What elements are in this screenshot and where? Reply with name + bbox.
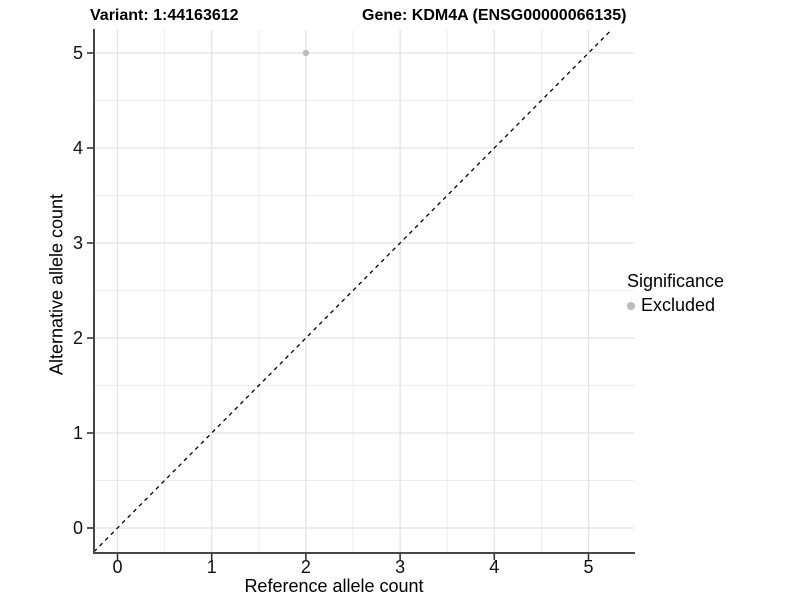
y-tick-label: 1 [73,423,83,443]
y-tick-label: 4 [73,138,83,158]
x-tick-label: 3 [395,557,405,577]
plot-title-variant: Variant: 1:44163612 [90,7,239,24]
axis-lines [93,29,635,554]
legend-entry-excluded: Excluded [627,295,724,316]
legend-title: Significance [627,271,725,291]
y-tick-label: 5 [73,43,83,63]
y-tick-label: 2 [73,328,83,348]
x-tick-label: 1 [207,557,217,577]
x-tick-label: 0 [112,557,122,577]
y-tick-label: 3 [73,233,83,253]
x-tick-label: 2 [301,557,311,577]
identity-reference-line [93,29,612,553]
legend: Significance Excluded [627,271,724,316]
x-axis-title: Reference allele count [244,576,424,596]
legend-entry-label: Excluded [641,295,716,315]
data-point [302,49,310,57]
y-axis-title: Alternative allele count [46,193,67,376]
plot-title-gene: Gene: KDM4A (ENSG00000066135) [362,7,627,24]
x-tick-label: 4 [489,557,499,577]
x-tick-label: 5 [583,557,593,577]
y-tick-label: 0 [73,518,83,538]
legend-dot-icon [627,301,635,310]
